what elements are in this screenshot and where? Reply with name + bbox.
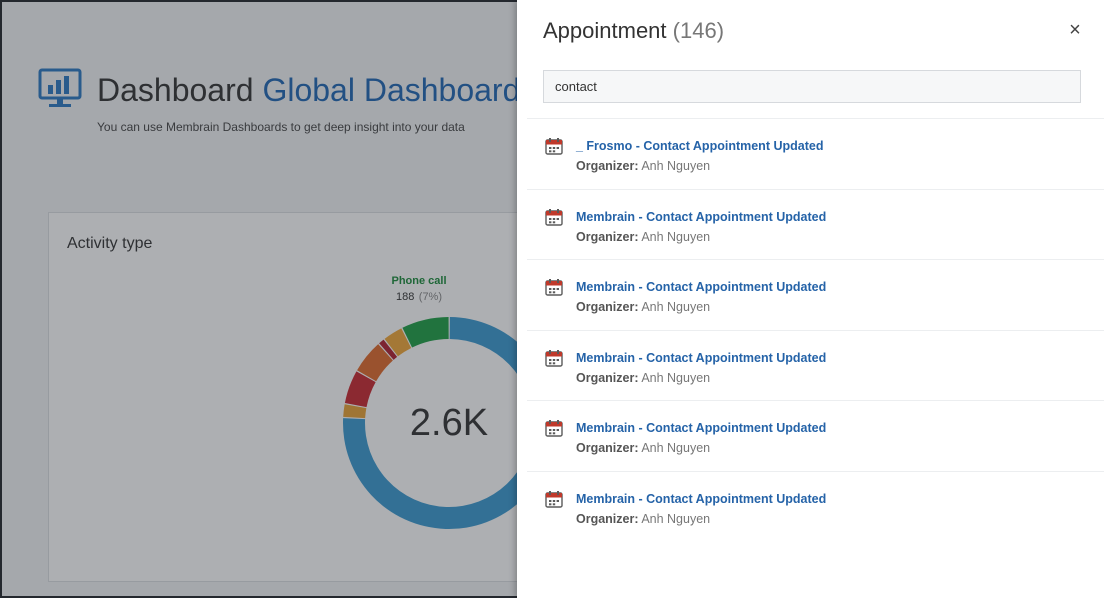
organizer-line: Organizer: Anh Nguyen — [576, 230, 710, 244]
close-icon[interactable]: × — [1069, 19, 1081, 41]
calendar-icon — [545, 279, 563, 296]
appointment-link[interactable]: Membrain - Contact Appointment Updated — [576, 280, 827, 295]
slice-tooltip-label: Phone call 188 (7%) — [379, 275, 459, 305]
organizer-line: Organizer: Anh Nguyen — [576, 300, 710, 314]
organizer-line: Organizer: Anh Nguyen — [576, 512, 710, 526]
appointment-link[interactable]: Membrain - Contact Appointment Updated — [576, 421, 827, 436]
slice-label-value: 188 — [395, 291, 415, 303]
organizer-label: Organizer: — [576, 511, 639, 526]
organizer-name: Anh Nguyen — [641, 441, 711, 456]
organizer-label: Organizer: — [576, 370, 639, 385]
calendar-icon — [545, 349, 563, 367]
organizer-line: Organizer: Anh Nguyen — [576, 441, 710, 455]
slice-label-percent: (7%) — [418, 291, 443, 303]
panel-title-count: (146) — [672, 18, 725, 43]
dashboard-header: Dashboard Global Dashboard⌄ — [38, 68, 558, 112]
donut-chart-svg — [343, 317, 555, 529]
results-list: _ Frosmo - Contact Appointment Updated Or… — [527, 118, 1104, 542]
appointment-link[interactable]: Membrain - Contact Appointment Updated — [576, 491, 827, 506]
organizer-name: Anh Nguyen — [641, 370, 711, 385]
appointment-link[interactable]: Membrain - Contact Appointment Updated — [576, 209, 827, 224]
monitor-chart-icon — [38, 68, 82, 107]
donut-slice-5[interactable] — [384, 328, 412, 357]
list-item[interactable]: Membrain - Contact Appointment Updated Or… — [527, 188, 1104, 260]
organizer-line: Organizer: Anh Nguyen — [576, 371, 710, 385]
slice-label-name: Phone call — [391, 275, 447, 287]
donut-slice-2[interactable] — [344, 371, 376, 408]
organizer-name: Anh Nguyen — [641, 511, 711, 526]
organizer-name: Anh Nguyen — [641, 300, 711, 315]
appointment-link[interactable]: _ Frosmo - Contact Appointment Updated — [576, 139, 824, 153]
search-input[interactable] — [543, 70, 1081, 103]
donut-slice-4[interactable] — [379, 339, 398, 360]
organizer-name: Anh Nguyen — [641, 159, 711, 173]
organizer-label: Organizer: — [576, 159, 639, 173]
donut-slice-1[interactable] — [343, 404, 367, 419]
calendar-icon — [545, 208, 563, 226]
appointment-link[interactable]: Membrain - Contact Appointment Updated — [576, 350, 827, 365]
organizer-label: Organizer: — [576, 441, 639, 456]
organizer-label: Organizer: — [576, 300, 639, 315]
panel-title: Appointment (146) — [543, 16, 724, 46]
appointment-panel: Appointment (146) × _ Frosmo - Contact A… — [517, 0, 1104, 598]
list-item[interactable]: Membrain - Contact Appointment Updated Or… — [527, 470, 1104, 542]
dashboard-selector[interactable]: Global Dashboard — [262, 72, 521, 108]
organizer-line: Organizer: Anh Nguyen — [576, 159, 710, 173]
calendar-icon — [545, 490, 563, 508]
list-item[interactable]: Membrain - Contact Appointment Updated Or… — [527, 329, 1104, 401]
card-title: Activity type — [67, 235, 153, 252]
page-title: Dashboard Global Dashboard⌄ — [97, 70, 536, 113]
calendar-icon — [545, 138, 563, 155]
list-item[interactable]: _ Frosmo - Contact Appointment Updated Or… — [527, 118, 1104, 189]
page-title-prefix: Dashboard — [97, 72, 254, 108]
donut-chart: 2.6K — [339, 313, 559, 533]
list-item[interactable]: Membrain - Contact Appointment Updated Or… — [527, 400, 1104, 471]
calendar-icon — [545, 420, 563, 438]
donut-total: 2.6K — [409, 401, 489, 444]
donut-slice-3[interactable] — [357, 344, 393, 382]
list-item[interactable]: Membrain - Contact Appointment Updated Or… — [527, 259, 1104, 330]
page-subtitle: You can use Membrain Dashboards to get d… — [97, 120, 465, 134]
panel-title-text: Appointment — [543, 18, 667, 43]
donut-slice-6[interactable] — [402, 317, 449, 348]
organizer-label: Organizer: — [576, 229, 639, 244]
organizer-name: Anh Nguyen — [641, 229, 711, 244]
